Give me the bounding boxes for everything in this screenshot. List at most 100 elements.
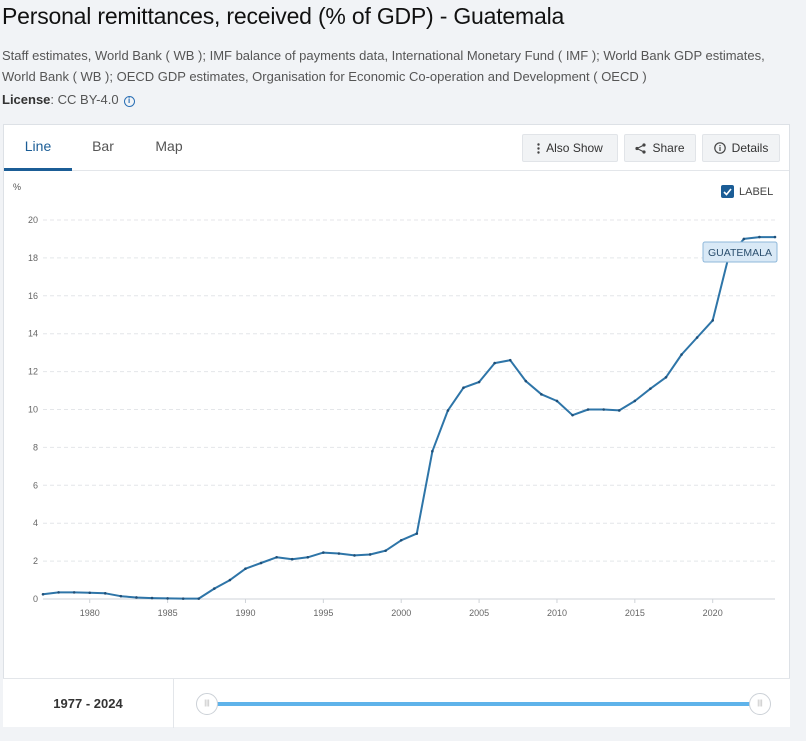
data-point bbox=[353, 554, 356, 557]
more-vertical-icon bbox=[537, 142, 540, 154]
details-button[interactable]: Details bbox=[702, 134, 780, 162]
x-tick-label: 2020 bbox=[703, 608, 723, 618]
series-label-box bbox=[702, 241, 778, 263]
data-point bbox=[493, 361, 496, 365]
data-point bbox=[477, 380, 481, 384]
data-point bbox=[602, 408, 605, 411]
data-point bbox=[57, 591, 60, 594]
data-point bbox=[555, 399, 559, 403]
data-point bbox=[228, 578, 232, 582]
data-point bbox=[135, 596, 138, 599]
tab-bar-chart[interactable]: Bar bbox=[92, 138, 114, 154]
x-tick-label: 2010 bbox=[547, 608, 567, 618]
data-point bbox=[41, 592, 45, 596]
y-tick-label: 20 bbox=[28, 215, 38, 225]
also-show-label: Also Show bbox=[546, 141, 603, 155]
also-show-button[interactable]: Also Show bbox=[522, 134, 618, 162]
y-tick-label: 12 bbox=[28, 367, 38, 377]
tab-map[interactable]: Map bbox=[155, 138, 183, 154]
data-point bbox=[446, 409, 450, 412]
info-icon[interactable]: i bbox=[123, 96, 135, 107]
data-point bbox=[695, 336, 699, 339]
x-tick-label: 1985 bbox=[158, 608, 178, 618]
range-end: 2024 bbox=[93, 696, 123, 711]
data-point bbox=[571, 413, 574, 417]
data-point bbox=[758, 235, 761, 239]
data-point bbox=[431, 449, 434, 453]
label-checkbox[interactable] bbox=[721, 185, 734, 198]
data-point bbox=[540, 393, 543, 396]
y-tick-label: 0 bbox=[33, 594, 38, 604]
page-title: Personal remittances, received (% of GDP… bbox=[2, 3, 565, 29]
data-point bbox=[244, 567, 247, 570]
share-button[interactable]: Share bbox=[624, 134, 696, 162]
y-axis-label: % bbox=[13, 182, 21, 192]
y-tick-label: 16 bbox=[28, 291, 38, 301]
data-point bbox=[166, 597, 169, 600]
line-chart: % 0 2 4 6 8 10 12 14 16 18 20 1980 1985 1990 1995 2000 20… bbox=[13, 182, 778, 618]
x-tick-label: 2000 bbox=[391, 608, 411, 618]
y-tick-label: 4 bbox=[33, 518, 38, 528]
data-point bbox=[742, 237, 746, 241]
data-point bbox=[586, 408, 590, 411]
range-slider-track[interactable] bbox=[213, 702, 758, 706]
range-separator: - bbox=[85, 696, 91, 711]
tab-bar: Line Bar Map Also Show Share Details bbox=[4, 125, 789, 171]
range-end-handle[interactable]: ||| bbox=[749, 693, 771, 715]
x-tick-label: 1980 bbox=[80, 608, 100, 618]
source-text: Staff estimates, World Bank ( WB ); IMF … bbox=[2, 48, 765, 84]
data-point bbox=[773, 235, 777, 239]
data-point bbox=[633, 399, 637, 403]
data-point bbox=[399, 538, 403, 542]
data-point bbox=[337, 552, 341, 555]
share-label: Share bbox=[652, 141, 685, 155]
data-point bbox=[680, 353, 683, 356]
data-point bbox=[462, 386, 465, 390]
y-tick-label: 8 bbox=[33, 442, 38, 452]
details-label: Details bbox=[731, 141, 769, 155]
data-point bbox=[306, 556, 310, 559]
data-point bbox=[72, 591, 76, 594]
check-icon bbox=[723, 187, 732, 196]
series-label: GUATEMALA bbox=[708, 247, 772, 259]
data-point bbox=[322, 551, 325, 554]
range-label: 1977 - 2024 bbox=[3, 679, 174, 728]
range-start: 1977 bbox=[53, 696, 83, 711]
chart-card: Line Bar Map Also Show Share Details bbox=[3, 124, 790, 727]
x-tick-label: 1990 bbox=[235, 608, 255, 618]
info-circle-icon bbox=[713, 142, 726, 154]
data-point bbox=[649, 387, 652, 390]
x-tick-label: 1995 bbox=[313, 608, 333, 618]
range-start-handle[interactable]: ||| bbox=[196, 693, 218, 715]
data-point bbox=[368, 553, 372, 556]
share-icon bbox=[635, 142, 647, 154]
data-point bbox=[119, 594, 123, 598]
data-point bbox=[197, 597, 201, 600]
time-range-footer: 1977 - 2024 ||| ||| bbox=[3, 678, 790, 728]
y-tick-label: 6 bbox=[33, 480, 38, 490]
data-point bbox=[259, 561, 263, 565]
data-point bbox=[290, 557, 294, 561]
x-tick-label: 2005 bbox=[469, 608, 489, 618]
data-point bbox=[384, 549, 387, 552]
data-point bbox=[181, 597, 185, 600]
data-point bbox=[508, 358, 512, 362]
label-toggle-text: LABEL bbox=[739, 185, 774, 198]
y-tick-label: 10 bbox=[28, 405, 38, 415]
label-toggle[interactable]: LABEL bbox=[721, 185, 773, 198]
data-point bbox=[88, 591, 92, 595]
data-point bbox=[617, 409, 621, 412]
series-line-guatemala bbox=[42, 236, 775, 600]
y-tick-label: 18 bbox=[28, 253, 38, 263]
y-tick-label: 2 bbox=[33, 556, 38, 566]
data-point bbox=[711, 319, 715, 322]
data-point bbox=[524, 379, 528, 383]
y-tick-label: 14 bbox=[28, 329, 38, 339]
data-point bbox=[275, 556, 278, 559]
license-label: License bbox=[2, 92, 51, 107]
license: License: CC BY-4.0 i bbox=[2, 92, 135, 107]
data-point bbox=[415, 532, 419, 535]
data-point bbox=[103, 592, 107, 595]
data-point bbox=[150, 596, 154, 600]
tab-line[interactable]: Line bbox=[4, 125, 72, 171]
